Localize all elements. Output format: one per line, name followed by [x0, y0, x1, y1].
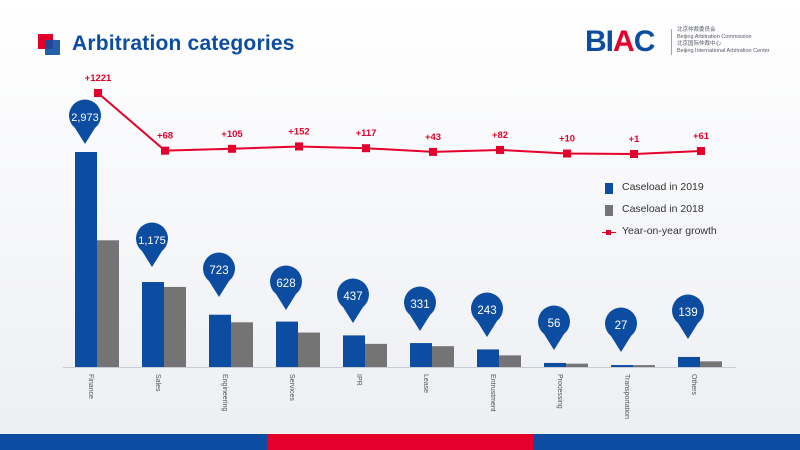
category-tick-label: Sales: [154, 374, 161, 392]
bar-2018: [164, 286, 186, 367]
growth-marker: [94, 89, 102, 97]
bar-2019: [276, 321, 298, 367]
growth-marker: [161, 146, 169, 155]
bar-2018: [298, 332, 320, 367]
category-tick-label: Entrustment: [489, 374, 496, 412]
logo-line-2: Beijing Arbitration Commission: [677, 34, 752, 40]
legend-marker-growth: [606, 230, 611, 235]
title-accent-squares: [38, 34, 62, 56]
bar-2018: [97, 240, 119, 367]
category-tick-label: Services: [288, 374, 295, 401]
growth-label: +152: [288, 126, 309, 137]
bar-2018: [432, 346, 454, 367]
bar-2018: [365, 343, 387, 367]
value-label-2019: 2,973: [71, 112, 99, 124]
logo-line-3: 北京国际仲裁中心: [677, 41, 722, 47]
bar-2019: [611, 365, 633, 367]
growth-label: +82: [492, 130, 508, 141]
growth-label: +61: [693, 131, 710, 142]
value-callout-pin: [404, 286, 436, 331]
category-tick-label: Processing: [556, 374, 563, 409]
growth-marker: [295, 142, 303, 151]
growth-marker: [697, 147, 705, 155]
bar-2018: [566, 363, 588, 367]
bar-2019: [75, 152, 97, 367]
bar-2019: [142, 282, 164, 367]
bar-2019: [477, 349, 499, 367]
growth-label: +105: [221, 129, 243, 140]
growth-label: +117: [356, 128, 377, 139]
category-tick-label: IPR: [355, 374, 362, 386]
category-tick-label: Transportation: [623, 374, 630, 419]
logo-letter-a: A: [613, 25, 635, 58]
category-tick-label: Lease: [422, 374, 429, 393]
bar-2019: [544, 362, 566, 367]
logo-letter-b: B: [585, 25, 607, 58]
bar-2019: [343, 335, 365, 367]
value-label-2019: 723: [209, 265, 228, 277]
bar-2018: [633, 365, 655, 367]
growth-label: +1221: [85, 73, 112, 84]
growth-marker: [496, 145, 504, 154]
bar-2018: [499, 355, 521, 367]
value-callout-pin: [203, 252, 235, 297]
bar-2019: [209, 314, 231, 367]
growth-line: [97, 92, 702, 156]
growth-label: +1: [629, 134, 641, 145]
value-callout-pin: [270, 265, 302, 310]
value-callout-pin: [69, 99, 101, 144]
logo-line-4: Beijing International Arbitration Center: [677, 48, 770, 54]
page-title: Arbitration categories: [72, 32, 295, 55]
growth-label: +68: [157, 131, 173, 142]
legend-swatch-2018: [605, 205, 613, 216]
bar-2019: [678, 356, 700, 367]
category-tick-label: Engineering: [221, 374, 228, 411]
footer-stripe-left: [0, 434, 267, 450]
growth-marker: [630, 150, 638, 158]
growth-marker: [228, 144, 236, 153]
value-callout-pin: [471, 292, 503, 337]
growth-label: +10: [559, 134, 575, 145]
legend-label-2019: Caseload in 2019: [622, 181, 704, 193]
logo-divider: [671, 29, 672, 55]
logo-text: 北京仲裁委员会 Beijing Arbitration Commission 北…: [677, 27, 770, 55]
accent-square-blue: [45, 40, 60, 55]
value-label-2019: 56: [548, 318, 561, 330]
growth-marker: [362, 144, 370, 153]
biac-logo: BIAC 北京仲裁委员会 Beijing Arbitration Commiss…: [585, 25, 785, 59]
value-callout-pin: [538, 305, 570, 350]
value-label-2019: 27: [615, 320, 628, 332]
value-label-2019: 331: [410, 299, 429, 311]
legend-label-2018: Caseload in 2018: [622, 203, 704, 215]
bar-2018: [700, 361, 722, 367]
logo-letter-c: C: [633, 25, 656, 58]
logo-line-1: 北京仲裁委员会: [677, 27, 716, 33]
category-tick-label: Finance: [87, 374, 94, 399]
value-callout-pin: [605, 307, 637, 352]
value-label-2019: 243: [477, 305, 496, 317]
value-label-2019: 628: [276, 278, 295, 290]
bar-2019: [410, 343, 432, 367]
footer-stripe-middle: [267, 434, 534, 450]
logo-mark: BIAC: [585, 25, 656, 59]
value-callout-pin: [337, 278, 370, 323]
legend-swatch-2019: [605, 183, 613, 194]
growth-marker: [429, 147, 437, 156]
value-callout-pin: [135, 222, 168, 267]
value-label-2019: 437: [343, 291, 362, 303]
value-callout-pin: [672, 294, 704, 339]
category-tick-label: Others: [690, 374, 697, 396]
growth-marker: [563, 149, 571, 158]
logo-letter-i: I: [605, 25, 614, 58]
bar-2018: [231, 322, 253, 367]
value-label-2019: 139: [678, 307, 697, 319]
legend-label-growth: Year-on-year growth: [622, 225, 717, 237]
value-label-2019: 1,175: [138, 235, 166, 247]
growth-label: +43: [425, 132, 441, 143]
footer-stripe-right: [534, 434, 800, 450]
